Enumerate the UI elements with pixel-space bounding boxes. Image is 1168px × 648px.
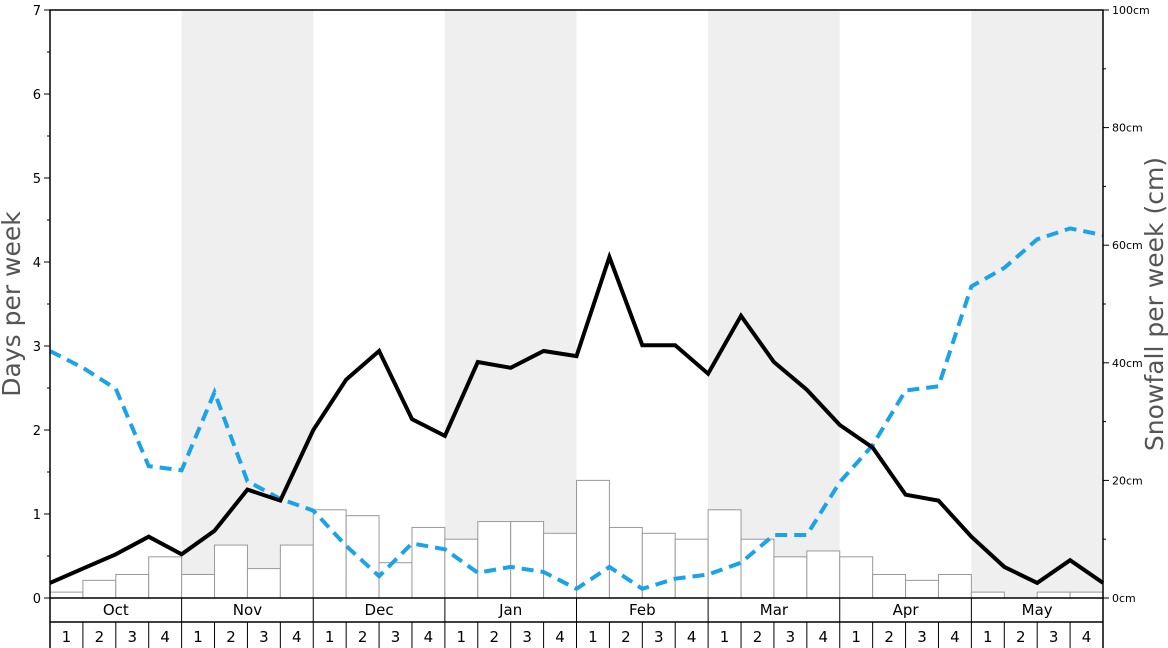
y-tick-label: 0 <box>33 592 41 607</box>
week-label: 3 <box>391 628 401 646</box>
weekly-bars <box>49 479 1104 599</box>
bar <box>872 573 907 599</box>
bar <box>345 515 380 599</box>
bar <box>214 544 248 599</box>
week-label: 4 <box>292 628 302 646</box>
bar <box>937 573 972 599</box>
week-label: 3 <box>259 628 269 646</box>
month-label: Apr <box>893 601 920 619</box>
y-tick-label: 1 <box>33 508 41 523</box>
y-tick-label: 4 <box>33 256 41 271</box>
week-label: 1 <box>193 628 203 646</box>
week-label: 3 <box>522 628 532 646</box>
week-label: 4 <box>819 628 829 646</box>
week-label: 2 <box>95 628 105 646</box>
bar <box>115 573 150 599</box>
week-label: 2 <box>884 628 894 646</box>
week-label: 1 <box>983 628 993 646</box>
week-label: 3 <box>917 628 927 646</box>
y2-tick-label: 0cm <box>1112 592 1136 605</box>
bar <box>576 479 610 599</box>
y2-tick-label: 20cm <box>1112 474 1143 487</box>
month-label: Feb <box>629 601 656 619</box>
week-label: 2 <box>621 628 631 646</box>
y-tick-label: 7 <box>33 4 41 19</box>
bar <box>1036 591 1071 599</box>
week-label: 1 <box>720 628 730 646</box>
month-label: Oct <box>103 601 129 619</box>
month-label: Dec <box>365 601 394 619</box>
bar <box>82 579 117 599</box>
bar <box>707 509 742 599</box>
bar <box>148 556 183 599</box>
week-label: 4 <box>160 628 170 646</box>
week-label: 4 <box>555 628 565 646</box>
week-label: 1 <box>325 628 335 646</box>
week-label: 3 <box>127 628 137 646</box>
y-tick-label: 3 <box>33 340 41 355</box>
bar <box>773 556 808 599</box>
week-label: 2 <box>358 628 368 646</box>
shade-nov <box>181 10 314 598</box>
month-label: Mar <box>760 601 789 619</box>
y2-tick-label: 60cm <box>1112 239 1143 252</box>
y2-tick-label: 100cm <box>1112 4 1150 17</box>
y2-axis-title: Snowfall per week (cm) <box>1140 157 1168 451</box>
week-label: 4 <box>1082 628 1092 646</box>
week-label: 4 <box>424 628 434 646</box>
bar <box>246 568 281 599</box>
bar <box>970 591 1005 599</box>
week-label: 2 <box>1016 628 1026 646</box>
bar <box>905 579 939 599</box>
week-label: 3 <box>786 628 796 646</box>
bar <box>1069 591 1104 599</box>
bar <box>608 526 643 599</box>
bar <box>411 526 446 599</box>
bar <box>510 521 545 599</box>
shade-may <box>971 10 1103 598</box>
y2-tick-label: 40cm <box>1112 357 1143 370</box>
month-label: Nov <box>233 601 262 619</box>
bar <box>477 521 512 599</box>
series-lines <box>49 226 1105 592</box>
week-label: 1 <box>851 628 861 646</box>
shade-mar <box>708 10 840 598</box>
bar <box>49 591 84 599</box>
y-axis-left: 0 1 2 3 4 5 6 7 <box>33 4 50 607</box>
y-tick-label: 6 <box>33 88 41 103</box>
shade-jan <box>444 10 577 598</box>
week-label: 3 <box>654 628 664 646</box>
bar <box>740 538 775 599</box>
bar <box>279 544 314 599</box>
week-label: 2 <box>489 628 499 646</box>
week-label: 4 <box>950 628 960 646</box>
week-label: 4 <box>687 628 697 646</box>
y-axis-right: 0cm 20cm 40cm 60cm 80cm 100cm <box>1103 4 1150 605</box>
dashed-line <box>49 226 1104 592</box>
solid-line <box>49 250 1105 586</box>
bar <box>181 573 216 599</box>
y-tick-label: 5 <box>33 172 41 187</box>
bar <box>839 556 874 599</box>
y-axis-title: Days per week <box>0 211 26 397</box>
bar <box>806 550 841 599</box>
week-label: 1 <box>457 628 467 646</box>
week-label: 1 <box>588 628 598 646</box>
y-tick-label: 2 <box>33 424 41 439</box>
bar <box>312 509 347 599</box>
week-label: 2 <box>226 628 236 646</box>
x-axis-months-weeks: Oct 1 2 3 4 Nov 1 2 3 4 Dec 1 2 3 4 Jan 1 2 3 4 Feb 1 2 3 4 Mar 1 2… <box>49 598 1104 648</box>
month-label: Jan <box>498 601 522 619</box>
week-label: 3 <box>1049 628 1059 646</box>
bar <box>378 562 413 599</box>
y2-tick-label: 80cm <box>1112 122 1143 135</box>
week-label: 2 <box>753 628 763 646</box>
bar <box>674 538 709 599</box>
week-label: 1 <box>62 628 72 646</box>
bar <box>543 532 577 599</box>
month-shading <box>181 10 1103 598</box>
month-label: May <box>1022 601 1053 619</box>
